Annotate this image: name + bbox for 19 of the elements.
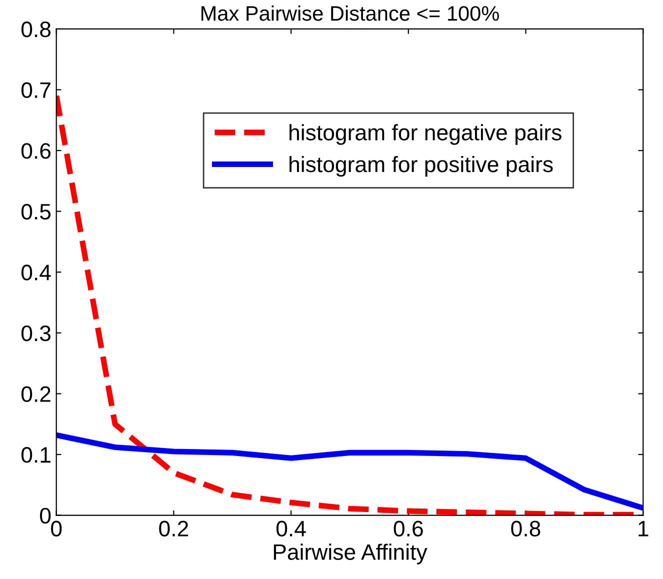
legend-label: histogram for positive pairs — [290, 156, 553, 177]
x-axis-title: Pairwise Affinity — [274, 544, 428, 564]
y-tick-label: 0.5 — [21, 204, 51, 220]
y-tick-label: 0.8 — [21, 21, 51, 38]
y-tick-label: 0.6 — [21, 143, 51, 159]
chart-title: Max Pairwise Distance <= 100% — [201, 6, 499, 21]
y-tick-label: 0.3 — [21, 325, 51, 342]
y-tick-label: 0.4 — [21, 264, 51, 280]
x-tick-label: 1 — [638, 520, 648, 536]
y-tick-label: 0.1 — [21, 447, 50, 463]
x-tick-label: 0.4 — [276, 520, 306, 536]
x-tick-label: 0.8 — [511, 520, 540, 536]
x-tick-label: 0.2 — [159, 520, 188, 536]
x-tick-label: 0 — [51, 520, 62, 536]
y-tick-label: 0.2 — [21, 386, 50, 402]
legend-label: histogram for negative pairs — [290, 124, 562, 145]
y-tick-label: 0 — [40, 508, 51, 524]
y-tick-label: 0.7 — [21, 82, 50, 98]
x-tick-label: 0.6 — [394, 520, 423, 536]
